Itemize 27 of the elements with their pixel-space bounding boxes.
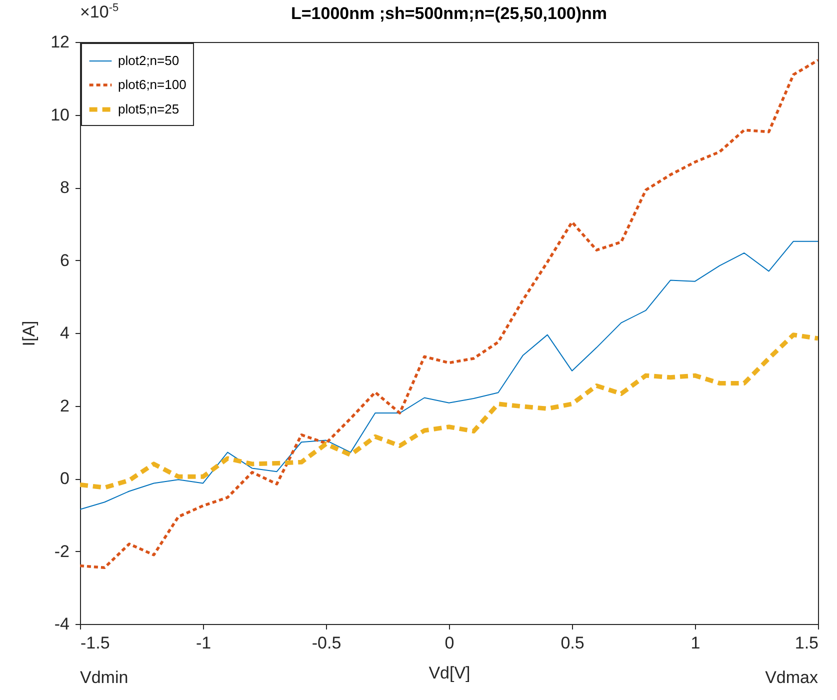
x-tick-label: 0: [444, 634, 454, 652]
y-tick-label: 12: [50, 32, 70, 52]
y-axis-title: I[A]: [20, 320, 39, 346]
chart-title: L=1000nm ;sh=500nm;n=(25,50,100)nm: [290, 4, 608, 23]
legend-label: plot2;n=50: [118, 53, 180, 68]
y-tick-label: -2: [54, 542, 70, 561]
y-tick-label: 0: [60, 469, 70, 488]
text: Vdmin: [80, 668, 128, 688]
x-tick-label: -0.5: [312, 634, 342, 652]
legend-label: plot5;n=25: [118, 102, 180, 116]
legend-label: plot6;n=100: [118, 77, 186, 92]
y-tick-label: 4: [60, 324, 70, 342]
x-tick-label: 1.5: [794, 634, 818, 652]
y-tick-label: 6: [60, 250, 70, 270]
y-tick-label: 8: [60, 178, 70, 197]
y-tick-label: -4: [54, 614, 70, 634]
text: Vdmax: [765, 668, 818, 688]
line-series: [80, 240, 818, 510]
text: ×10$^{-5}$: [80, 2, 119, 23]
line-series: [80, 332, 818, 490]
x-tick-label: -1.5: [80, 634, 110, 652]
x-axis-title: Vd[V]: [428, 664, 470, 682]
x-tick-label: -1: [196, 634, 212, 652]
x-tick-label: 1: [690, 634, 700, 652]
y-tick-label: 10: [50, 105, 70, 124]
y-tick-label: 2: [60, 396, 70, 416]
x-tick-label: 0.5: [560, 634, 584, 652]
